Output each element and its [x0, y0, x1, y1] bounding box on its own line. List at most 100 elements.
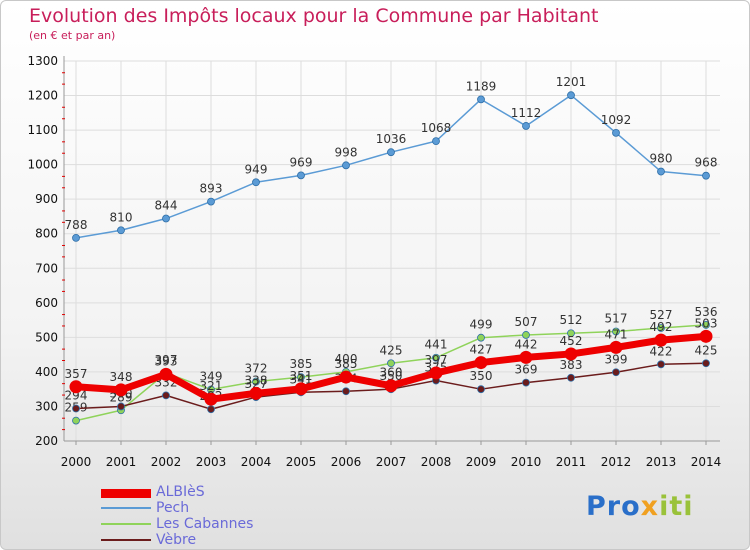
x-tick-label-2014: 2014: [691, 455, 722, 469]
data-point-pech-2014: [702, 171, 710, 180]
data-label-vebre-2005: 341: [290, 372, 313, 386]
data-point-albies-2007: [384, 379, 398, 393]
data-label-albies-2000: 357: [65, 367, 88, 381]
logo-part-2: x: [640, 491, 660, 522]
data-label-vebre-2004: 327: [245, 377, 268, 391]
x-tick-label-2001: 2001: [106, 455, 137, 469]
data-label-les-cabannes-2012: 517: [605, 311, 628, 325]
y-tick-label-200: 200: [35, 434, 58, 448]
legend-label-les-cabannes: Les Cabannes: [156, 516, 254, 532]
y-tick-label-300: 300: [35, 399, 58, 413]
y-tick-label-500: 500: [35, 330, 58, 344]
y-tick-label-1000: 1000: [27, 158, 58, 172]
data-label-vebre-2012: 399: [605, 352, 628, 366]
legend-item-albies: ALBIèS: [101, 484, 361, 501]
data-label-pech-2011: 1201: [556, 75, 587, 89]
data-point-pech-2012: [612, 128, 620, 137]
x-tick-label-2009: 2009: [466, 455, 497, 469]
data-label-albies-2014: 503: [695, 316, 718, 330]
legend-swatch-vebre: [101, 539, 151, 541]
data-label-pech-2001: 810: [110, 210, 133, 224]
y-tick-label-1100: 1100: [27, 123, 58, 137]
data-point-pech-2003: [207, 197, 215, 206]
data-point-vebre-2009: [477, 385, 485, 394]
data-point-albies-2008: [429, 366, 443, 380]
data-label-pech-2002: 844: [155, 199, 178, 213]
data-point-pech-2010: [522, 122, 530, 130]
data-point-vebre-2011: [567, 373, 575, 382]
y-tick-label-1200: 1200: [27, 89, 58, 103]
legend-item-vebre: Vèbre: [101, 532, 361, 549]
data-point-vebre-2012: [612, 368, 620, 377]
chart-title: Evolution des Impôts locaux pour la Comm…: [29, 5, 599, 27]
x-tick-label-2000: 2000: [61, 455, 92, 469]
data-label-pech-2006: 998: [335, 145, 358, 159]
data-point-vebre-2003: [207, 405, 215, 414]
data-point-albies-2012: [609, 340, 623, 354]
data-point-les-cabannes-2000: [72, 416, 80, 425]
chart-legend: ALBIèS Pech Les Cabannes Vèbre: [101, 484, 361, 549]
data-point-les-cabannes-2004: [252, 377, 260, 386]
data-label-pech-2005: 969: [290, 155, 313, 169]
data-label-pech-2012: 1092: [601, 113, 632, 127]
y-tick-label-400: 400: [35, 365, 58, 379]
x-tick-label-2011: 2011: [556, 455, 587, 469]
data-point-pech-2001: [117, 226, 125, 235]
x-tick-label-2013: 2013: [646, 455, 677, 469]
data-label-vebre-2007: 350: [380, 369, 403, 383]
legend-swatch-les-cabannes: [101, 523, 151, 525]
data-point-albies-2013: [654, 333, 668, 347]
legend-label-pech: Pech: [156, 500, 190, 516]
legend-label-albies: ALBIèS: [156, 484, 205, 500]
data-label-pech-2014: 968: [695, 156, 718, 170]
x-tick-label-2003: 2003: [196, 455, 227, 469]
data-point-les-cabannes-2012: [612, 327, 620, 336]
x-tick-label-2010: 2010: [511, 455, 542, 469]
legend-swatch-pech: [101, 507, 151, 509]
data-label-pech-2000: 788: [65, 218, 88, 232]
data-point-les-cabannes-2008: [432, 353, 440, 362]
data-label-pech-2008: 1068: [421, 121, 452, 135]
data-label-les-cabannes-2006: 400: [335, 352, 358, 366]
legend-label-vebre: Vèbre: [156, 532, 197, 548]
data-label-pech-2004: 949: [245, 162, 268, 176]
data-point-les-cabannes-2009: [477, 333, 485, 342]
data-point-les-cabannes-2010: [522, 331, 530, 339]
data-point-pech-2005: [297, 171, 305, 180]
x-tick-label-2006: 2006: [331, 455, 362, 469]
data-label-albies-2004: 338: [245, 373, 268, 387]
data-label-vebre-2014: 425: [695, 343, 718, 357]
data-label-les-cabannes-2005: 385: [290, 357, 313, 371]
data-point-pech-2009: [477, 95, 485, 104]
data-label-albies-2005: 351: [290, 369, 313, 383]
data-label-vebre-2010: 369: [515, 363, 538, 377]
data-label-albies-2008: 397: [425, 353, 448, 367]
y-tick-label-600: 600: [35, 296, 58, 310]
legend-item-les-cabannes: Les Cabannes: [101, 516, 361, 533]
data-label-les-cabannes-2007: 425: [380, 343, 403, 357]
data-label-albies-2003: 321: [200, 379, 223, 393]
data-label-les-cabannes-2008: 441: [425, 338, 448, 352]
logo-part-3: iti: [659, 491, 694, 522]
data-label-les-cabannes-2013: 527: [650, 308, 673, 322]
data-label-les-cabannes-2009: 499: [470, 318, 493, 332]
data-label-les-cabannes-2010: 507: [515, 315, 538, 329]
data-label-vebre-2013: 422: [650, 344, 673, 358]
data-label-albies-2001: 348: [110, 370, 133, 384]
legend-item-pech: Pech: [101, 500, 361, 517]
data-label-albies-2007: 360: [380, 366, 403, 380]
data-label-pech-2007: 1036: [376, 132, 407, 146]
data-point-albies-2010: [519, 350, 533, 364]
data-point-albies-2002: [159, 367, 173, 381]
data-point-pech-2000: [72, 233, 80, 242]
data-point-vebre-2001: [117, 402, 125, 411]
data-point-albies-2003: [204, 392, 218, 406]
data-point-les-cabannes-2011: [567, 329, 575, 338]
data-point-vebre-2014: [702, 359, 710, 368]
logo-part-1: Pro: [586, 491, 641, 522]
x-tick-label-2007: 2007: [376, 455, 407, 469]
data-point-albies-2000: [69, 380, 83, 394]
data-point-vebre-2006: [342, 387, 350, 396]
